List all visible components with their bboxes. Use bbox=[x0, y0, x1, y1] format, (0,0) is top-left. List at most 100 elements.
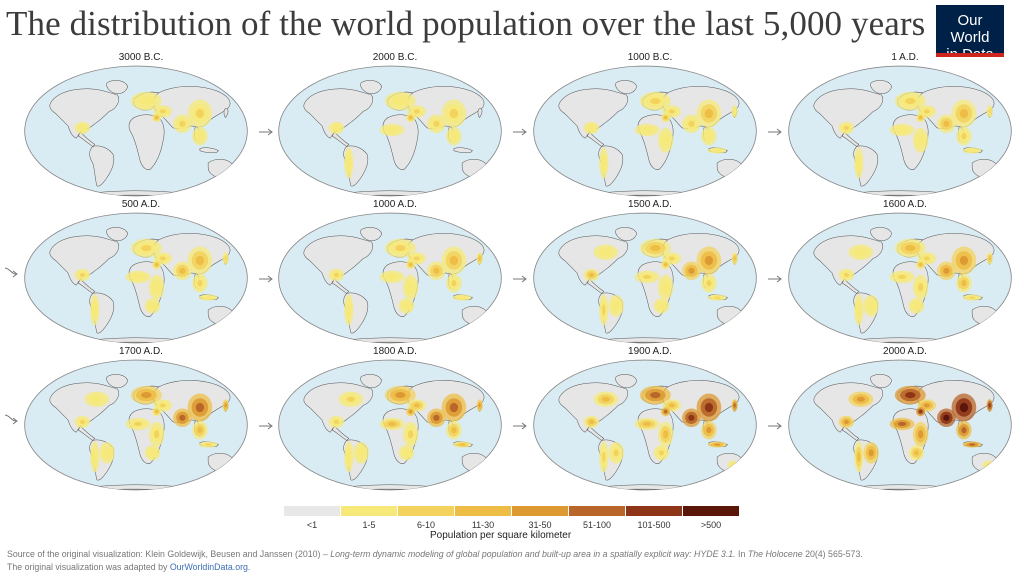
density-core bbox=[664, 410, 668, 414]
landmass bbox=[461, 452, 488, 472]
source-middle: In bbox=[735, 549, 748, 559]
map-panel: 1900 A.D. bbox=[531, 346, 769, 491]
density-core bbox=[179, 414, 186, 421]
density-core bbox=[704, 402, 714, 413]
panel-year-label: 1 A.D. bbox=[891, 52, 919, 63]
legend-label: 6-10 bbox=[416, 520, 435, 530]
density-core bbox=[943, 120, 950, 127]
landmass bbox=[870, 227, 893, 241]
density-core bbox=[141, 392, 152, 399]
density-core bbox=[843, 125, 849, 130]
density-core bbox=[195, 402, 205, 413]
density-core bbox=[141, 98, 152, 105]
density-core bbox=[602, 157, 606, 169]
landmass bbox=[870, 374, 893, 388]
legend-swatch bbox=[626, 506, 682, 516]
row-continue-arrow bbox=[4, 414, 18, 425]
density-core bbox=[433, 414, 440, 421]
density-core bbox=[395, 245, 406, 252]
page-title: The distribution of the world population… bbox=[6, 4, 926, 43]
density-core bbox=[919, 116, 923, 120]
map-panel: 1000 A.D. bbox=[276, 199, 514, 344]
density-core bbox=[663, 136, 669, 145]
source-suffix: 20(4) 565-573. bbox=[802, 549, 863, 559]
world-map bbox=[533, 65, 757, 197]
density-core bbox=[714, 443, 721, 446]
landmass bbox=[199, 147, 219, 153]
density-core bbox=[650, 98, 661, 105]
source-line2-prefix: The original visualization was adapted b… bbox=[7, 562, 170, 572]
legend-swatch bbox=[512, 506, 568, 516]
next-arrow bbox=[768, 422, 782, 430]
density-core bbox=[986, 463, 991, 467]
density-core bbox=[92, 396, 101, 402]
source-prefix: Source of the original visualization: Kl… bbox=[7, 549, 331, 559]
source-title: Long-term dynamic modeling of global pop… bbox=[330, 549, 736, 559]
world-map bbox=[278, 212, 502, 344]
density-core bbox=[358, 449, 364, 457]
landmass bbox=[207, 305, 234, 325]
density-core bbox=[195, 108, 205, 119]
density-halo bbox=[727, 460, 740, 470]
landmass bbox=[207, 158, 234, 178]
density-core bbox=[918, 136, 924, 145]
panel-year-label: 1000 A.D. bbox=[373, 199, 417, 210]
density-core bbox=[93, 451, 97, 463]
world-map bbox=[24, 212, 248, 344]
landmass bbox=[106, 227, 129, 241]
density-core bbox=[959, 255, 969, 266]
owid-link[interactable]: OurWorldinData.org bbox=[169, 562, 248, 572]
density-core bbox=[868, 449, 874, 457]
density-core bbox=[897, 127, 907, 133]
density-core bbox=[706, 133, 712, 140]
density-core bbox=[433, 267, 440, 274]
owid-logo[interactable]: Our World in Data bbox=[936, 5, 1004, 63]
density-core bbox=[714, 149, 721, 152]
density-core bbox=[961, 427, 967, 434]
density-core bbox=[403, 450, 410, 456]
density-core bbox=[856, 249, 865, 255]
density-core bbox=[449, 255, 459, 266]
density-core bbox=[668, 256, 675, 261]
landmass bbox=[106, 374, 129, 388]
density-core bbox=[413, 403, 420, 408]
density-core bbox=[395, 392, 406, 399]
density-core bbox=[179, 267, 186, 274]
density-core bbox=[868, 302, 874, 310]
source-line2-suffix: . bbox=[247, 562, 251, 572]
panel-year-label: 500 A.D. bbox=[121, 199, 161, 210]
legend-label: 1-5 bbox=[362, 520, 376, 530]
density-core bbox=[197, 427, 203, 434]
density-core bbox=[664, 116, 668, 120]
density-core bbox=[668, 109, 675, 114]
legend-swatch bbox=[398, 506, 454, 516]
density-core bbox=[905, 245, 916, 252]
density-core bbox=[159, 109, 166, 114]
density-core bbox=[413, 256, 420, 261]
density-core bbox=[913, 450, 920, 456]
density-core bbox=[642, 274, 652, 280]
density-core bbox=[141, 245, 152, 252]
density-core bbox=[588, 125, 594, 130]
density-core bbox=[857, 157, 861, 169]
next-arrow bbox=[513, 275, 527, 283]
legend-label: >500 bbox=[700, 520, 722, 530]
source-note: Source of the original visualization: Kl… bbox=[7, 548, 863, 574]
next-arrow bbox=[259, 422, 273, 430]
density-core bbox=[104, 449, 110, 457]
map-panel: 2000 B.C. bbox=[276, 52, 514, 197]
density-core bbox=[195, 255, 205, 266]
density-core bbox=[988, 256, 991, 261]
density-core bbox=[588, 419, 594, 424]
density-core bbox=[333, 419, 339, 424]
density-core bbox=[961, 280, 967, 287]
density-core bbox=[905, 392, 916, 399]
landmass bbox=[223, 108, 229, 119]
map-panel: 2000 A.D. bbox=[786, 346, 1024, 491]
density-core bbox=[923, 109, 930, 114]
density-core bbox=[923, 403, 930, 408]
map-panel: 1 A.D. bbox=[786, 52, 1024, 197]
legend-label: 101-500 bbox=[637, 520, 671, 530]
density-core bbox=[663, 283, 669, 292]
world-map bbox=[278, 359, 502, 491]
